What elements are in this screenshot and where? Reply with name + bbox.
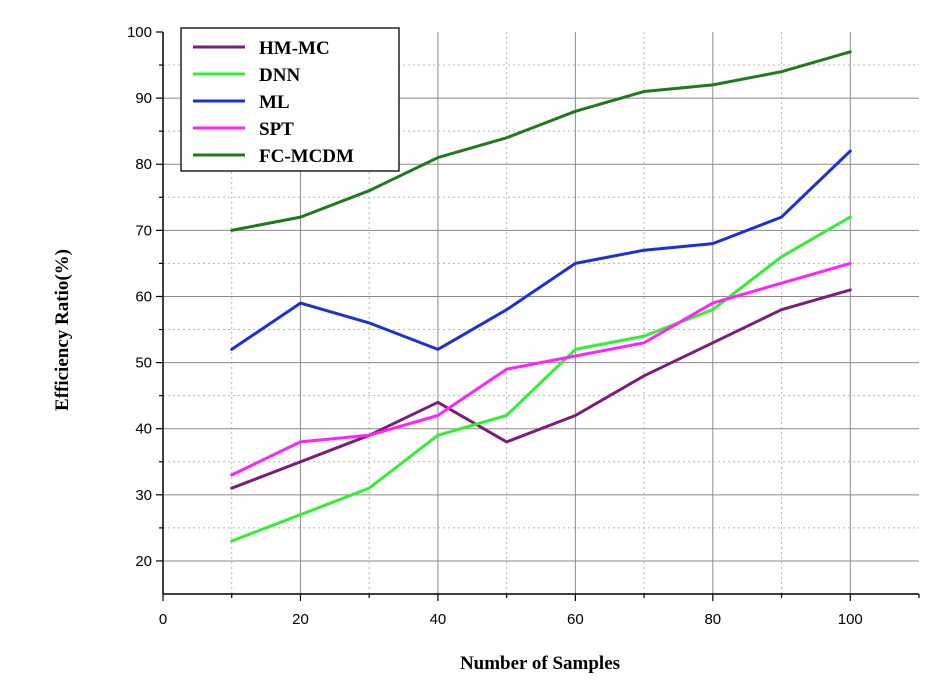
legend-label-spt: SPT [259,119,294,140]
x-axis-title: Number of Samples [460,653,620,674]
x-tick-label: 0 [159,611,167,628]
series-line-ml [230,149,852,351]
x-tick-label: 80 [704,611,721,628]
series-line-fc-mcdm [230,50,852,232]
series-line-hm-mc [230,288,852,490]
y-tick-label: 40 [135,421,152,438]
y-tick-label: 30 [135,487,152,504]
series-lines [230,50,852,543]
legend: HM-MC DNN ML SPT FC-MCDM [180,27,400,172]
series-line-spt [230,261,852,477]
y-axis-title: Efficiency Ratio(%) [52,249,73,411]
y-tick-label: 70 [135,222,152,239]
series-line-dnn [230,215,852,543]
y-tick-label: 20 [135,553,152,570]
x-tick-label: 40 [430,611,447,628]
y-tick-label: 60 [135,288,152,305]
y-tick-label: 50 [135,355,152,372]
legend-label-ml: ML [259,92,290,113]
y-tick-label: 90 [135,90,152,107]
legend-label-hm-mc: HM-MC [259,38,330,59]
legend-label-dnn: DNN [259,65,300,86]
axes [156,31,920,601]
x-tick-label: 60 [567,611,584,628]
y-tick-label: 80 [135,156,152,173]
legend-label-fc-mcdm: FC-MCDM [259,146,354,167]
y-tick-label: 100 [127,24,152,41]
tick-labels: 20 30 40 50 60 70 80 90 100 0 20 40 60 80 100 [127,24,863,628]
x-tick-label: 100 [838,611,863,628]
x-tick-label: 20 [292,611,309,628]
